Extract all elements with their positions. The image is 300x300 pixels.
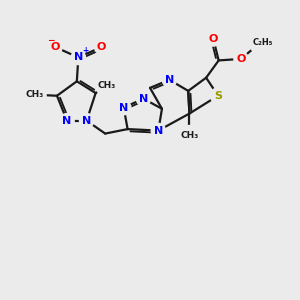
Text: CH₃: CH₃ [180, 131, 199, 140]
Circle shape [48, 40, 62, 54]
Circle shape [71, 50, 85, 64]
Text: N: N [119, 103, 128, 112]
Circle shape [151, 123, 166, 138]
Circle shape [206, 32, 220, 46]
Circle shape [234, 52, 248, 66]
Circle shape [27, 85, 46, 104]
Text: +: + [82, 46, 88, 56]
Text: S: S [214, 91, 222, 101]
Text: N: N [139, 94, 148, 103]
Text: C₂H₅: C₂H₅ [253, 38, 273, 47]
Circle shape [162, 73, 177, 87]
Circle shape [96, 76, 115, 95]
Text: CH₃: CH₃ [26, 90, 44, 99]
Circle shape [136, 92, 151, 106]
Circle shape [94, 40, 109, 54]
Text: O: O [208, 34, 218, 44]
Text: O: O [50, 42, 60, 52]
Text: N: N [82, 116, 91, 126]
Circle shape [60, 113, 74, 128]
Circle shape [179, 125, 200, 146]
Text: CH₃: CH₃ [98, 81, 116, 90]
Text: −: − [47, 36, 54, 45]
Text: O: O [97, 42, 106, 52]
Text: N: N [74, 52, 83, 62]
Circle shape [117, 100, 131, 115]
Circle shape [249, 31, 272, 54]
Circle shape [210, 88, 226, 103]
Circle shape [80, 113, 94, 128]
Text: N: N [62, 116, 72, 126]
Text: N: N [154, 126, 163, 136]
Text: O: O [236, 54, 246, 64]
Text: N: N [165, 75, 174, 85]
